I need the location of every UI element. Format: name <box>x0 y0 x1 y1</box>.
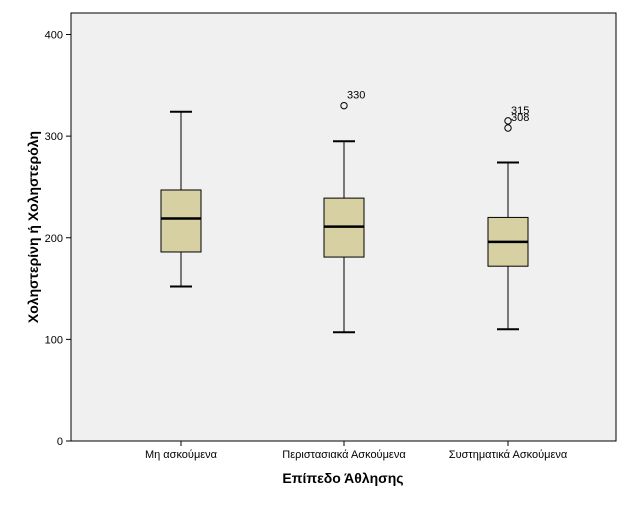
outlier-label: 308 <box>511 112 529 124</box>
outlier-label: 315 <box>511 105 529 117</box>
y-tick-label: 200 <box>45 233 63 245</box>
outlier-point <box>504 117 512 125</box>
y-axis: 0 100 200 300 400 <box>45 30 71 448</box>
x-axis-title: Επίπεδο Άθλησης <box>282 470 403 486</box>
outlier-label: 330 <box>347 90 365 102</box>
y-axis-title: Χοληστερίνη ή Χοληστερόλη <box>25 131 41 323</box>
box-series: 330 <box>323 90 365 334</box>
x-tick-label: Μη ασκούμενα <box>145 449 218 461</box>
x-axis: Μη ασκούμενα Περιστασιακά Ασκούμενα Συστημ… <box>145 441 568 461</box>
y-tick-label: 0 <box>57 436 63 448</box>
box-series <box>160 110 202 288</box>
x-tick-label: Συστηματικά Ασκούμενα <box>449 449 568 461</box>
y-tick-label: 100 <box>45 334 63 346</box>
y-tick-label: 300 <box>45 131 63 143</box>
x-tick-label: Περιστασιακά Ασκούμενα <box>282 449 406 461</box>
outlier-point <box>340 101 348 110</box>
y-tick-label: 400 <box>45 30 63 42</box>
iqr-box <box>160 189 202 253</box>
outlier-point <box>504 124 512 132</box>
